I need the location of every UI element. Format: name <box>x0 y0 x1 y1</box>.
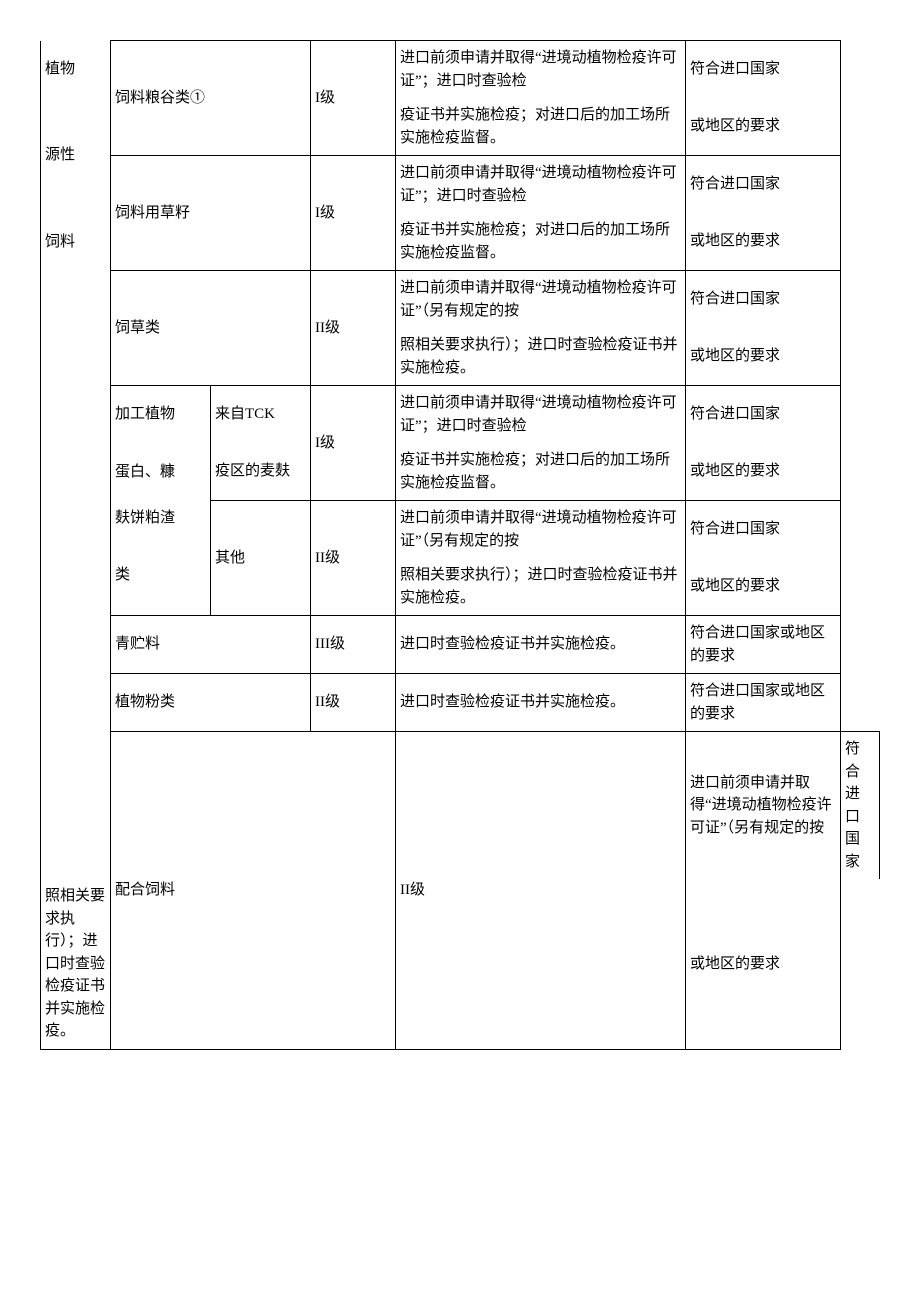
import-req: 进口前须申请并取得“进境动植物检疫许可证”（另有规定的按 <box>396 271 686 329</box>
item-name: 加工植物 <box>111 386 211 444</box>
category-cell: 植物 <box>41 41 111 99</box>
export-req: 或地区的要求 <box>686 98 841 156</box>
export-req: 或地区的要求 <box>686 879 841 1049</box>
item-name: 蛋白、糠 <box>111 443 211 501</box>
export-req: 符合进口国家 <box>841 732 880 880</box>
category-cell: 饲料 <box>41 213 111 271</box>
table-row: 植物 饲料粮谷类① I级 进口前须申请并取得“进境动植物检疫许可证”；进口时查验… <box>41 41 880 99</box>
table-row: 饲草类 II级 进口前须申请并取得“进境动植物检疫许可证”（另有规定的按 符合进… <box>41 271 880 329</box>
sub-name: 疫区的麦麸 <box>211 443 311 501</box>
table-row: 饲料用草籽 I级 进口前须申请并取得“进境动植物检疫许可证”；进口时查验检 符合… <box>41 156 880 214</box>
level-cell: I级 <box>311 386 396 501</box>
import-req: 疫证书并实施检疫；对进口后的加工场所实施检疫监督。 <box>396 213 686 271</box>
export-req: 符合进口国家 <box>686 156 841 214</box>
export-req: 或地区的要求 <box>686 213 841 271</box>
level-cell: II级 <box>311 271 396 386</box>
item-name: 饲草类 <box>111 271 311 386</box>
document-page: 植物 饲料粮谷类① I级 进口前须申请并取得“进境动植物检疫许可证”；进口时查验… <box>40 40 880 1050</box>
table-row: 配合饲料 II级 进口前须申请并取得“进境动植物检疫许可证”（另有规定的按 符合… <box>41 732 880 880</box>
import-req: 进口前须申请并取得“进境动植物检疫许可证”；进口时查验检 <box>396 156 686 214</box>
item-name: 配合饲料 <box>111 732 396 1050</box>
level-cell: III级 <box>311 616 396 674</box>
import-req: 进口前须申请并取得“进境动植物检疫许可证”（另有规定的按 <box>686 732 841 880</box>
import-req: 进口前须申请并取得“进境动植物检疫许可证”；进口时查验检 <box>396 386 686 444</box>
import-req: 进口前须申请并取得“进境动植物检疫许可证”；进口时查验检 <box>396 41 686 99</box>
sub-name: 其他 <box>211 501 311 616</box>
export-req: 符合进口国家 <box>686 501 841 559</box>
import-req: 进口前须申请并取得“进境动植物检疫许可证”（另有规定的按 <box>396 501 686 559</box>
level-cell: I级 <box>311 156 396 271</box>
quarantine-table: 植物 饲料粮谷类① I级 进口前须申请并取得“进境动植物检疫许可证”；进口时查验… <box>40 40 880 1050</box>
item-name: 饲料用草籽 <box>111 156 311 271</box>
export-req: 或地区的要求 <box>686 558 841 616</box>
export-req: 符合进口国家 <box>686 386 841 444</box>
export-req: 或地区的要求 <box>686 328 841 386</box>
category-cell: 源性 <box>41 98 111 213</box>
table-row: 麸饼粕渣 其他 II级 进口前须申请并取得“进境动植物检疫许可证”（另有规定的按… <box>41 501 880 536</box>
table-row: 青贮料 III级 进口时查验检疫证书并实施检疫。 符合进口国家或地区的要求 <box>41 616 880 674</box>
export-req: 符合进口国家或地区的要求 <box>686 616 841 674</box>
item-name: 饲料粮谷类① <box>111 41 311 156</box>
import-req: 照相关要求执行）；进口时查验检疫证书并实施检疫。 <box>41 879 111 1049</box>
export-req: 符合进口国家 <box>686 271 841 329</box>
import-req: 进口时查验检疫证书并实施检疫。 <box>396 616 686 674</box>
category-cell <box>41 271 111 880</box>
sub-name: 来自TCK <box>211 386 311 444</box>
level-cell: I级 <box>311 41 396 156</box>
export-req: 符合进口国家或地区的要求 <box>686 674 841 732</box>
import-req: 照相关要求执行）；进口时查验检疫证书并实施检疫。 <box>396 328 686 386</box>
item-name: 类 <box>111 535 211 616</box>
import-req: 疫证书并实施检疫；对进口后的加工场所实施检疫监督。 <box>396 443 686 501</box>
import-req: 照相关要求执行）；进口时查验检疫证书并实施检疫。 <box>396 558 686 616</box>
level-cell: II级 <box>311 674 396 732</box>
item-name: 麸饼粕渣 <box>111 501 211 536</box>
level-cell: II级 <box>396 732 686 1050</box>
table-row: 植物粉类 II级 进口时查验检疫证书并实施检疫。 符合进口国家或地区的要求 <box>41 674 880 732</box>
export-req: 或地区的要求 <box>686 443 841 501</box>
table-row: 蛋白、糠 疫区的麦麸 疫证书并实施检疫；对进口后的加工场所实施检疫监督。 或地区… <box>41 443 880 501</box>
level-cell: II级 <box>311 501 396 616</box>
import-req: 疫证书并实施检疫；对进口后的加工场所实施检疫监督。 <box>396 98 686 156</box>
export-req: 符合进口国家 <box>686 41 841 99</box>
import-req: 进口时查验检疫证书并实施检疫。 <box>396 674 686 732</box>
item-name: 植物粉类 <box>111 674 311 732</box>
item-name: 青贮料 <box>111 616 311 674</box>
table-row: 加工植物 来自TCK I级 进口前须申请并取得“进境动植物检疫许可证”；进口时查… <box>41 386 880 444</box>
